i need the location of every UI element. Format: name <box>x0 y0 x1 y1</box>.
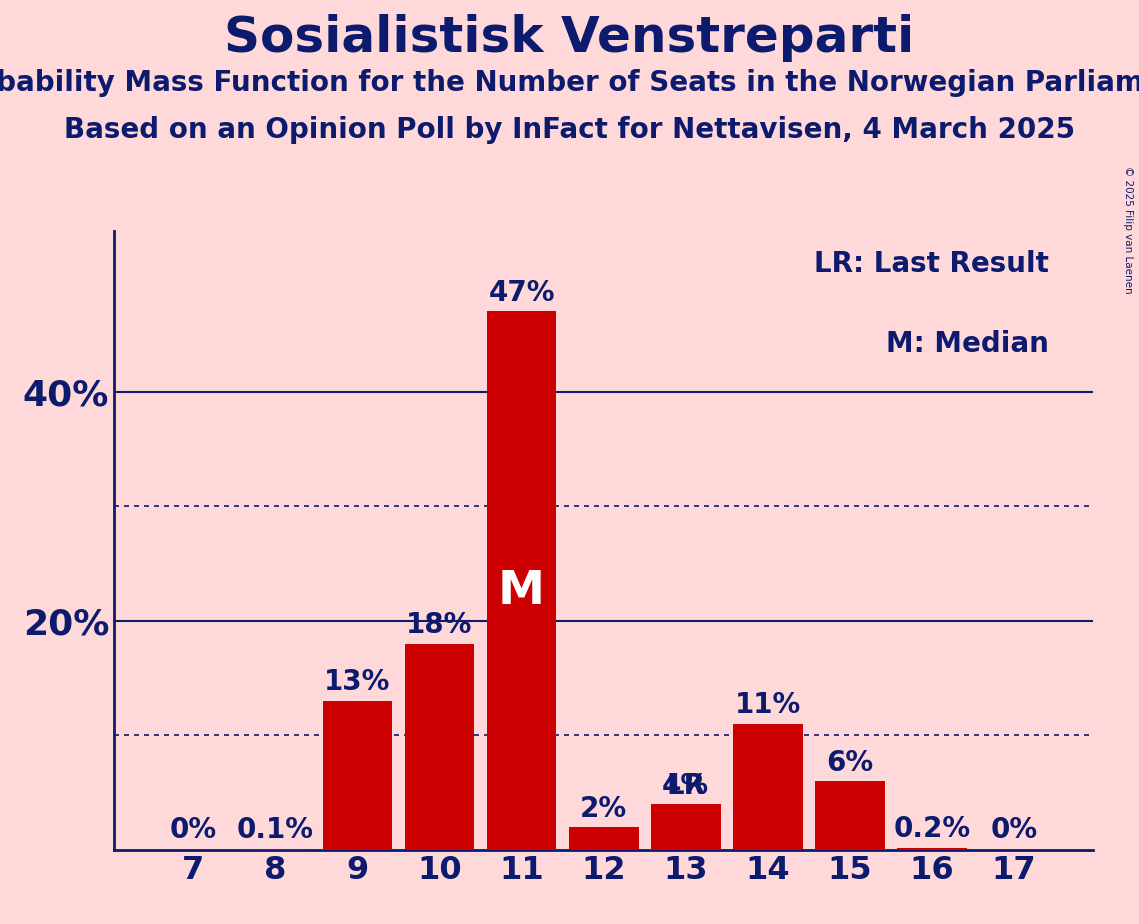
Bar <box>568 827 639 850</box>
Text: 0%: 0% <box>170 816 216 845</box>
Text: 18%: 18% <box>407 611 473 639</box>
Text: 13%: 13% <box>325 668 391 697</box>
Text: M: Median: M: Median <box>886 330 1049 359</box>
Text: 11%: 11% <box>735 691 801 720</box>
Bar <box>486 311 557 850</box>
Bar <box>322 701 392 850</box>
Text: Probability Mass Function for the Number of Seats in the Norwegian Parliament: Probability Mass Function for the Number… <box>0 69 1139 97</box>
Text: © 2025 Filip van Laenen: © 2025 Filip van Laenen <box>1123 166 1133 294</box>
Text: 0.1%: 0.1% <box>237 816 314 845</box>
Bar <box>650 804 721 850</box>
Text: 6%: 6% <box>826 748 874 777</box>
Text: LR: LR <box>666 772 705 799</box>
Bar <box>898 848 967 850</box>
Text: 4%: 4% <box>662 772 710 799</box>
Text: 2%: 2% <box>580 795 628 822</box>
Text: 47%: 47% <box>489 279 555 307</box>
Text: 0%: 0% <box>991 816 1038 845</box>
Text: LR: Last Result: LR: Last Result <box>813 249 1049 277</box>
Bar <box>816 782 885 850</box>
Text: M: M <box>498 569 546 614</box>
Text: Sosialistisk Venstreparti: Sosialistisk Venstreparti <box>224 14 915 62</box>
Bar <box>404 644 475 850</box>
Bar <box>240 849 310 850</box>
Text: 0.2%: 0.2% <box>893 815 970 844</box>
Text: Based on an Opinion Poll by InFact for Nettavisen, 4 March 2025: Based on an Opinion Poll by InFact for N… <box>64 116 1075 143</box>
Bar <box>732 724 803 850</box>
